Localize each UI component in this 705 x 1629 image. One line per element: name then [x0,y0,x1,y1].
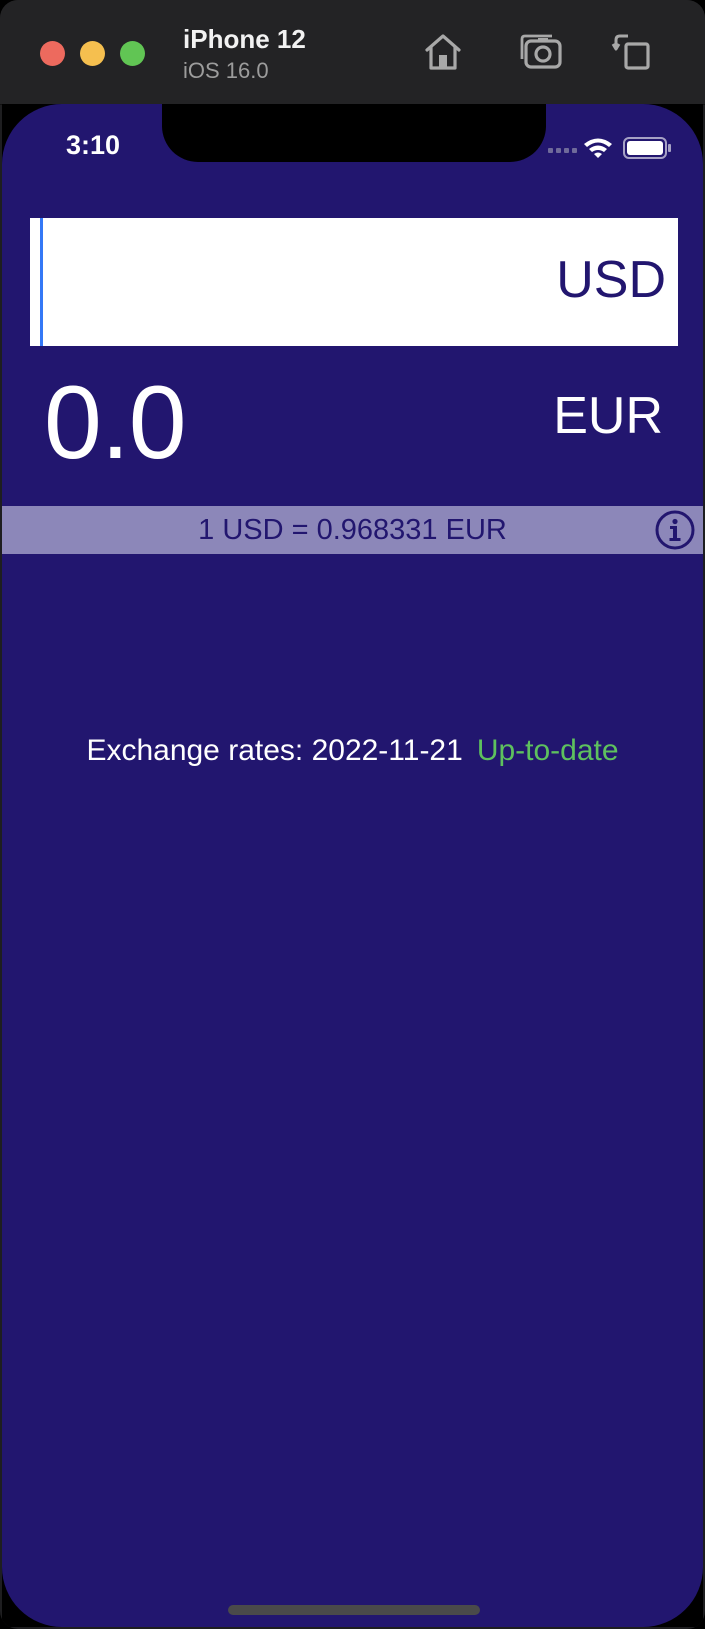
status-icons [548,137,671,159]
minimize-window-button[interactable] [80,41,105,66]
os-version: iOS 16.0 [183,58,269,83]
rotate-button[interactable] [608,28,656,76]
converted-amount: 0.0 [44,365,187,481]
rotate-icon [611,34,650,70]
home-indicator[interactable] [228,1605,480,1615]
output-currency-label[interactable]: EUR [553,387,663,445]
status-time: 3:10 [66,130,121,160]
simulator-titlebar: iPhone 12 iOS 16.0 [0,0,705,105]
exchange-rates-date: Exchange rates: 2022-11-21 [86,734,463,767]
home-button[interactable] [419,28,467,76]
battery-icon [623,137,671,159]
device-frame: 3:10 [2,104,703,1627]
info-icon[interactable] [654,509,696,551]
input-currency-label[interactable]: USD [556,251,666,309]
wifi-icon [584,138,612,158]
text-caret [40,218,43,346]
screenshot-button[interactable] [518,28,566,76]
exchange-rates-info: Exchange rates: 2022-11-21 Up-to-date [2,734,703,768]
exchange-rates-status: Up-to-date [476,734,619,767]
screenshot-icon [520,34,562,69]
close-window-button[interactable] [40,41,65,66]
app-screen: 3:10 [2,104,703,1627]
exchange-rate-text: 1 USD = 0.968331 EUR [198,514,507,546]
home-icon [425,34,461,70]
zoom-window-button[interactable] [120,41,145,66]
device-notch [162,104,546,162]
rate-bar: 1 USD = 0.968331 EUR [2,506,703,554]
signal-icon [548,148,577,153]
device-name: iPhone 12 [183,24,306,54]
amount-input[interactable]: USD [30,218,678,346]
